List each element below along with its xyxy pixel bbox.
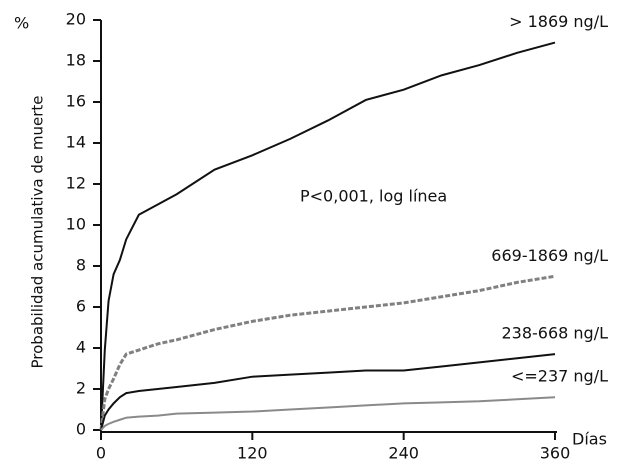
y-tick-label: 14 bbox=[66, 133, 86, 152]
y-tick-label: 16 bbox=[66, 92, 86, 111]
y-tick-label: 12 bbox=[66, 174, 86, 193]
series-label: > 1869 ng/L bbox=[509, 12, 608, 31]
y-unit: % bbox=[14, 14, 29, 33]
series-line bbox=[100, 396, 556, 431]
y-tick-label: 10 bbox=[66, 215, 86, 234]
series-label: 669-1869 ng/L bbox=[491, 246, 608, 265]
x-tick-label: 360 bbox=[540, 444, 571, 463]
series-label: <=237 ng/L bbox=[511, 367, 608, 386]
x-tick-label: 240 bbox=[388, 444, 419, 463]
series-line bbox=[100, 41, 556, 431]
annotation: P<0,001, log línea bbox=[300, 187, 447, 206]
x-tick-label: 120 bbox=[237, 444, 268, 463]
y-tick-label: 20 bbox=[66, 10, 86, 29]
y-tick-label: 4 bbox=[76, 338, 86, 357]
x-axis-label: Días bbox=[572, 430, 607, 449]
y-tick-label: 2 bbox=[76, 379, 86, 398]
series-label: 238-668 ng/L bbox=[501, 324, 608, 343]
y-tick-label: 18 bbox=[66, 51, 86, 70]
series-line bbox=[100, 353, 556, 431]
x-tick-label: 0 bbox=[96, 444, 106, 463]
series-line bbox=[99, 274, 556, 431]
y-tick-label: 6 bbox=[76, 297, 86, 316]
y-tick-label: 0 bbox=[76, 420, 86, 439]
y-tick-label: 8 bbox=[76, 256, 86, 275]
y-axis-label: Probabilidad acumulativa de muerte bbox=[29, 96, 47, 369]
